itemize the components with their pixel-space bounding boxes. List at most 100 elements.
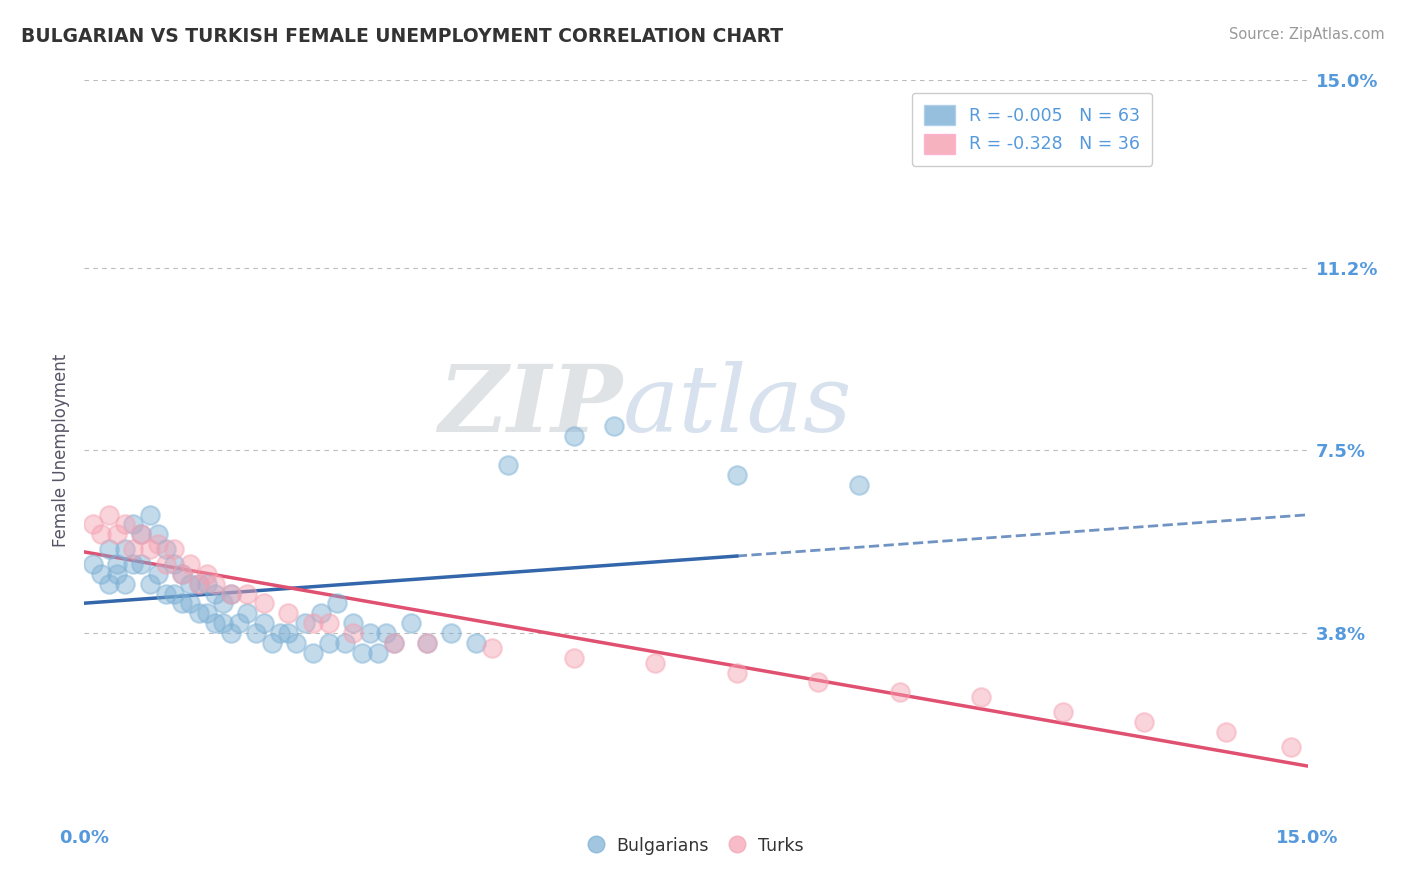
Point	[1279, 739, 1302, 754]
Point	[105, 527, 128, 541]
Point	[562, 428, 585, 442]
Point	[146, 537, 169, 551]
Point	[269, 626, 291, 640]
Point	[163, 557, 186, 571]
Point	[277, 607, 299, 621]
Point	[440, 626, 463, 640]
Point	[1215, 724, 1237, 739]
Point	[138, 576, 160, 591]
Point	[326, 597, 349, 611]
Point	[179, 576, 201, 591]
Point	[114, 576, 136, 591]
Point	[318, 636, 340, 650]
Point	[172, 566, 194, 581]
Point	[131, 527, 153, 541]
Point	[1052, 705, 1074, 719]
Point	[212, 597, 235, 611]
Point	[131, 527, 153, 541]
Point	[82, 517, 104, 532]
Point	[97, 508, 120, 522]
Point	[294, 616, 316, 631]
Point	[114, 517, 136, 532]
Point	[253, 616, 276, 631]
Point	[195, 566, 218, 581]
Point	[146, 527, 169, 541]
Point	[97, 542, 120, 557]
Point	[1133, 714, 1156, 729]
Point	[375, 626, 398, 640]
Point	[179, 557, 201, 571]
Point	[725, 665, 748, 680]
Point	[195, 607, 218, 621]
Point	[889, 685, 911, 699]
Point	[382, 636, 405, 650]
Point	[122, 557, 145, 571]
Point	[725, 468, 748, 483]
Point	[285, 636, 308, 650]
Point	[219, 626, 242, 640]
Point	[970, 690, 993, 705]
Point	[172, 597, 194, 611]
Point	[146, 566, 169, 581]
Point	[603, 418, 626, 433]
Point	[848, 478, 870, 492]
Point	[97, 576, 120, 591]
Point	[253, 597, 276, 611]
Point	[122, 517, 145, 532]
Point	[105, 557, 128, 571]
Point	[105, 566, 128, 581]
Point	[82, 557, 104, 571]
Point	[212, 616, 235, 631]
Point	[301, 646, 323, 660]
Point	[245, 626, 267, 640]
Point	[644, 656, 666, 670]
Point	[236, 607, 259, 621]
Point	[416, 636, 439, 650]
Point	[367, 646, 389, 660]
Point	[195, 576, 218, 591]
Point	[204, 576, 226, 591]
Point	[114, 542, 136, 557]
Text: Source: ZipAtlas.com: Source: ZipAtlas.com	[1229, 27, 1385, 42]
Point	[204, 616, 226, 631]
Point	[163, 542, 186, 557]
Text: ZIP: ZIP	[439, 361, 623, 451]
Point	[399, 616, 422, 631]
Point	[318, 616, 340, 631]
Point	[131, 557, 153, 571]
Point	[236, 586, 259, 600]
Point	[155, 586, 177, 600]
Y-axis label: Female Unemployment: Female Unemployment	[52, 354, 70, 547]
Point	[301, 616, 323, 631]
Point	[350, 646, 373, 660]
Point	[342, 626, 364, 640]
Point	[309, 607, 332, 621]
Point	[219, 586, 242, 600]
Point	[277, 626, 299, 640]
Point	[90, 527, 112, 541]
Point	[562, 650, 585, 665]
Point	[155, 557, 177, 571]
Point	[498, 458, 520, 473]
Point	[416, 636, 439, 650]
Point	[172, 566, 194, 581]
Point	[138, 508, 160, 522]
Point	[90, 566, 112, 581]
Point	[204, 586, 226, 600]
Text: atlas: atlas	[623, 361, 852, 451]
Point	[342, 616, 364, 631]
Point	[260, 636, 283, 650]
Point	[219, 586, 242, 600]
Point	[807, 675, 830, 690]
Point	[335, 636, 357, 650]
Point	[382, 636, 405, 650]
Point	[187, 576, 209, 591]
Point	[187, 607, 209, 621]
Point	[187, 576, 209, 591]
Point	[155, 542, 177, 557]
Point	[138, 542, 160, 557]
Point	[464, 636, 486, 650]
Point	[122, 542, 145, 557]
Point	[163, 586, 186, 600]
Point	[359, 626, 381, 640]
